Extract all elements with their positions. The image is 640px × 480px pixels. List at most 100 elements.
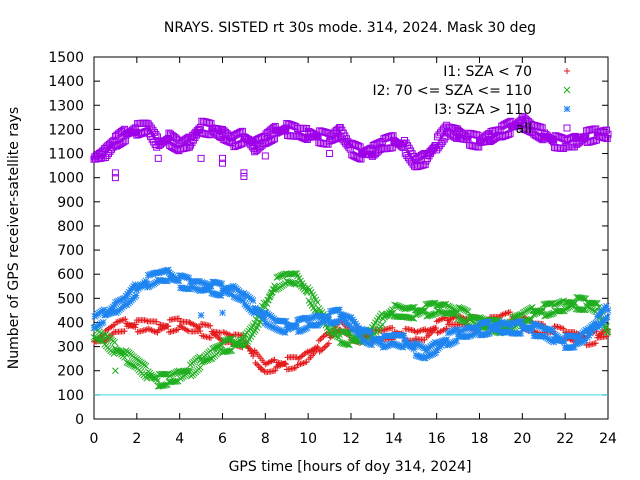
series-2-point [282,318,290,325]
series-2-point [424,352,432,360]
series-2-point [186,285,193,293]
series-2-point [233,294,241,302]
legend-label: I1: SZA < 70 [443,64,532,80]
series-0-point [207,322,214,329]
series-2-point [277,327,284,335]
series-1-point [196,364,204,371]
series-1-point [110,350,118,357]
series-2-point [198,279,206,286]
series-2-point [387,340,395,348]
series-3-point [505,130,513,138]
series-2-point [112,299,119,306]
series-1-point [463,307,470,315]
series-2-point [447,328,455,336]
series-2-point [337,310,345,318]
series-2-point [396,342,404,350]
series-2-point [603,302,610,310]
series-1-point [421,306,429,314]
series-2-point [294,328,302,336]
series-1-point [313,299,321,306]
series-1-point [464,308,472,315]
series-2-point [306,315,314,323]
series-2-point [312,312,320,320]
series-2-point [518,318,525,325]
series-2-point [593,321,600,328]
series-2-point [485,318,493,326]
series-2-point [201,280,209,287]
series-2-point [362,338,369,346]
series-2-point [366,328,373,336]
series-2-point [271,316,279,324]
x-tick-label: 6 [218,431,227,447]
series-2-point [453,337,460,345]
series-1-point [142,362,150,370]
series-2-point [411,343,418,351]
series-2-point [466,332,473,340]
series-2-point [532,321,540,329]
series-2-point [534,322,541,329]
series-2-point [362,327,370,335]
series-2-point [423,353,431,361]
x-tick-label: 16 [428,431,446,447]
series-2-point [444,341,451,349]
y-tick-label: 900 [57,195,84,211]
series-2-point [284,326,291,333]
series-2-point [116,296,124,304]
series-2-point [517,330,525,337]
series-1-point [379,321,386,329]
series-2-point [450,327,458,334]
series-2-point [505,321,513,329]
series-1-point [557,307,565,315]
series-2-point [206,285,214,293]
series-2-point [218,280,226,288]
series-2-point [142,277,150,285]
series-2-point [390,340,398,348]
outlier-point [111,174,119,182]
axes: 0100200300400500600700800900100011001200… [48,50,617,447]
series-2-point [460,326,467,334]
plot-area [90,113,612,396]
series-2-point [272,325,280,333]
series-2-point [300,325,308,333]
series-1-point [251,319,258,327]
outlier-point [326,150,334,158]
series-2-point [266,322,274,330]
series-0-point [197,327,204,334]
series-2-point [217,292,225,299]
series-0-point [133,321,140,328]
series-2-point [318,318,326,326]
x-tick-label: 18 [471,431,489,447]
series-2-point [413,340,421,348]
series-2-point [438,337,446,345]
series-0-point [507,309,514,316]
series-0-point [208,334,215,341]
series-0-point [272,367,279,374]
series-2-point [450,339,457,346]
series-2-point [592,319,600,327]
outlier-point [111,169,119,177]
series-2-point [431,349,438,357]
series-2-point [275,326,283,334]
series-1-point [453,310,460,317]
series-2-point [561,338,568,346]
series-2-point [446,328,454,336]
series-2-point [364,328,372,335]
series-2-point [304,316,312,324]
series-2-point [444,329,452,337]
chart-title: NRAYS. SISTED rt 30s mode. 314, 2024. Ma… [164,20,536,36]
series-2-point [336,306,343,314]
outlier-point [258,366,265,373]
series-2-point [175,277,183,285]
series-2-point [528,327,535,335]
series-2-point [278,328,286,335]
x-tick-label: 24 [599,431,617,447]
series-2-point [382,342,390,350]
series-2-point [118,296,125,303]
series-1-point [571,299,579,307]
series-2-point [105,310,113,318]
series-2-point [577,338,584,346]
series-2-point [409,343,417,350]
series-1-point [161,370,169,378]
series-2-point [415,353,423,360]
